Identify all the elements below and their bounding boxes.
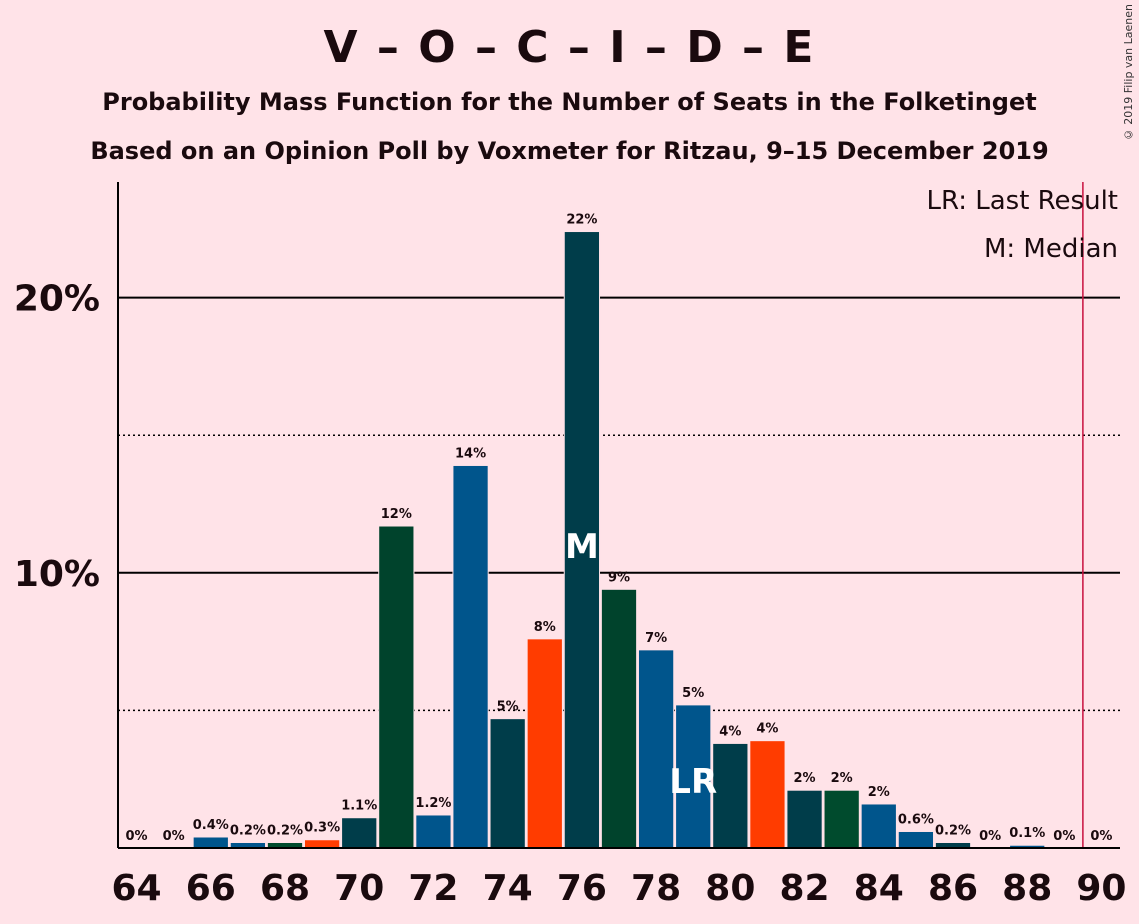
bar-66 — [192, 836, 229, 849]
bar-82 — [786, 789, 823, 849]
data-label-88: 0.1% — [1009, 826, 1045, 841]
bar-74 — [489, 718, 526, 849]
x-tick-label: 72 — [408, 868, 458, 909]
x-tick-label: 66 — [186, 868, 236, 909]
data-label-67: 0.2% — [230, 823, 266, 838]
data-label-77: 9% — [608, 570, 630, 585]
data-label-65: 0% — [163, 829, 185, 844]
data-label-85: 0.6% — [898, 812, 934, 827]
data-label-70: 1.1% — [341, 799, 377, 814]
bar-70 — [341, 817, 378, 849]
data-label-69: 0.3% — [304, 821, 340, 836]
legend-last-result: LR: Last Result — [926, 186, 1118, 216]
bar-79 — [675, 704, 712, 849]
data-label-76: 22% — [566, 213, 597, 228]
data-label-83: 2% — [831, 771, 853, 786]
x-tick-label: 76 — [557, 868, 607, 909]
x-tick-label: 68 — [260, 868, 310, 909]
x-tick-label: 80 — [705, 868, 755, 909]
bar-83 — [823, 789, 860, 849]
x-tick-label: 70 — [334, 868, 384, 909]
data-label-64: 0% — [126, 829, 148, 844]
data-label-68: 0.2% — [267, 823, 303, 838]
data-label-86: 0.2% — [935, 823, 971, 838]
grid-lines — [118, 296, 1120, 712]
bar-75 — [526, 638, 563, 849]
x-tick-label: 84 — [854, 868, 904, 909]
bar-series — [192, 231, 1046, 849]
legend-median: M: Median — [984, 234, 1118, 264]
data-label-87: 0% — [979, 829, 1001, 844]
x-tick-label: 88 — [1002, 868, 1052, 909]
data-label-72: 1.2% — [415, 796, 451, 811]
y-tick-label: 20% — [14, 279, 100, 320]
median-marker: M — [565, 527, 599, 567]
data-label-81: 4% — [756, 722, 778, 737]
bar-78 — [637, 649, 675, 849]
data-label-84: 2% — [868, 785, 890, 800]
bar-77 — [600, 588, 638, 849]
bar-71 — [378, 525, 415, 849]
data-label-71: 12% — [381, 507, 412, 522]
data-label-90: 0% — [1090, 829, 1112, 844]
x-tick-label: 64 — [112, 868, 162, 909]
data-label-66: 0.4% — [193, 818, 229, 833]
data-label-80: 4% — [719, 724, 741, 739]
data-label-79: 5% — [682, 686, 704, 701]
data-label-78: 7% — [645, 631, 667, 646]
last-result-marker: LR — [669, 762, 717, 802]
y-tick-label: 10% — [14, 554, 100, 595]
data-label-74: 5% — [497, 700, 519, 715]
x-tick-label: 82 — [780, 868, 830, 909]
chart-subtitle: Probability Mass Function for the Number… — [102, 88, 1037, 116]
data-label-75: 8% — [534, 620, 556, 635]
bar-labels: 0% 0%0.4% 0.2% 0.2% 0.3%1.1%12%1.2%14%5%8%22… — [126, 213, 1113, 844]
chart-title: V – O – C – I – D – E — [323, 22, 816, 73]
data-label-82: 2% — [794, 771, 816, 786]
bar-76 — [563, 231, 601, 849]
x-tick-label: 90 — [1076, 868, 1126, 909]
bar-80 — [712, 742, 749, 849]
data-label-89: 0% — [1053, 829, 1075, 844]
bar-81 — [749, 740, 786, 849]
bar-85 — [897, 830, 935, 849]
x-tick-label: 74 — [483, 868, 533, 909]
x-tick-label: 86 — [928, 868, 978, 909]
bar-72 — [415, 814, 452, 849]
chart-subtitle-poll: Based on an Opinion Poll by Voxmeter for… — [90, 137, 1049, 165]
bar-73 — [452, 464, 489, 849]
bar-69 — [303, 839, 341, 849]
axes: 10% 20% 64 66 68 70 72 74 76 78 80 82 84 86 88 90 — [14, 182, 1126, 909]
bar-84 — [860, 803, 897, 849]
data-label-73: 14% — [455, 446, 486, 461]
x-tick-label: 78 — [631, 868, 681, 909]
